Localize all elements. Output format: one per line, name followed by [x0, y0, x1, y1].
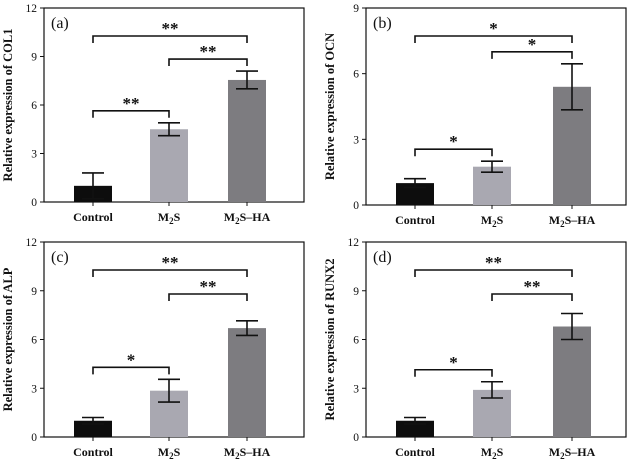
significance-bracket [92, 109, 170, 118]
y-tick-label: 12 [26, 3, 38, 15]
x-tick-label: M2S [158, 210, 181, 226]
x-tick-label: M2S–HA [224, 210, 271, 226]
y-tick-label: 0 [31, 197, 37, 209]
significance-bracket [414, 269, 573, 277]
x-tick-label: Control [395, 445, 435, 459]
bar-1 [396, 420, 434, 437]
y-tick-label: 12 [348, 237, 360, 249]
y-axis-label: Relative expression of ALP [1, 267, 15, 411]
y-tick-label: 12 [26, 237, 38, 249]
y-tick-label: 3 [31, 383, 37, 395]
significance-bracket [491, 293, 573, 301]
significance-bracket [168, 293, 248, 301]
significance-label: * [528, 35, 537, 54]
significance-label: ** [200, 277, 217, 296]
panel-label: (d) [373, 249, 392, 266]
y-tick-label: 6 [353, 69, 359, 81]
y-tick-label: 3 [353, 134, 359, 146]
significance-bracket [92, 269, 248, 277]
significance-bracket [414, 368, 493, 377]
significance-label: ** [485, 253, 502, 272]
bar-3 [228, 328, 266, 437]
significance-label: ** [123, 94, 140, 113]
significance-label: ** [162, 253, 179, 272]
x-tick-label: M2S–HA [549, 445, 596, 461]
panel-label: (c) [51, 249, 69, 266]
y-tick-label: 9 [353, 286, 359, 298]
x-tick-label: M2S [158, 445, 181, 461]
bar-2 [150, 129, 188, 202]
y-tick-label: 9 [31, 286, 37, 298]
y-tick-label: 6 [31, 100, 37, 112]
x-tick-label: M2S [481, 213, 504, 229]
x-tick-label: M2S–HA [549, 213, 596, 229]
y-tick-label: 0 [31, 432, 37, 444]
y-tick-label: 3 [353, 383, 359, 395]
y-tick-label: 0 [353, 432, 359, 444]
y-tick-label: 6 [353, 335, 359, 347]
significance-bracket [491, 51, 573, 59]
significance-bracket [414, 148, 493, 157]
significance-bracket [92, 366, 170, 375]
x-tick-label: Control [395, 213, 435, 227]
bar-2 [473, 166, 511, 205]
significance-label: ** [200, 42, 217, 61]
panel-label: (b) [373, 15, 392, 32]
y-axis-label: Relative expression of RUNX2 [323, 259, 337, 421]
y-tick-label: 0 [353, 200, 359, 212]
x-tick-label: M2S–HA [224, 445, 271, 461]
y-tick-label: 9 [31, 52, 37, 64]
significance-bracket [92, 35, 248, 43]
significance-bracket [168, 58, 248, 67]
chart-panel-3: (c) 0 3 6 9 12 Relative expression of ALP Contr… [1, 237, 305, 461]
y-tick-label: 9 [353, 3, 359, 15]
x-tick-label: Control [73, 210, 113, 224]
panel-label: (a) [51, 15, 69, 32]
chart-panel-4: (d) 0 3 6 9 12 Relative expression of RUNX2 Con… [323, 237, 627, 461]
y-axis-label: Relative expression of COL1 [1, 29, 15, 182]
significance-label: * [127, 350, 136, 369]
bar-1 [74, 420, 112, 437]
y-axis-label: Relative expression of OCN [323, 33, 337, 180]
chart-panel-1: (a) 0 3 6 9 12 Relative expression of COL1 Cont… [1, 3, 305, 226]
significance-bracket [414, 35, 573, 43]
x-tick-label: M2S [481, 445, 504, 461]
bar-3 [553, 326, 591, 437]
significance-label: * [489, 19, 498, 38]
bar-3 [228, 79, 266, 202]
y-tick-label: 3 [31, 149, 37, 161]
x-tick-label: Control [73, 445, 113, 459]
bar-1 [396, 183, 434, 205]
y-tick-label: 6 [31, 335, 37, 347]
significance-label: ** [162, 19, 179, 38]
significance-label: ** [524, 277, 541, 296]
chart-panel-2: (b) 0 3 6 9 Relative expression of OCN Control… [323, 3, 627, 229]
significance-label: * [449, 132, 458, 151]
significance-label: * [449, 353, 458, 372]
